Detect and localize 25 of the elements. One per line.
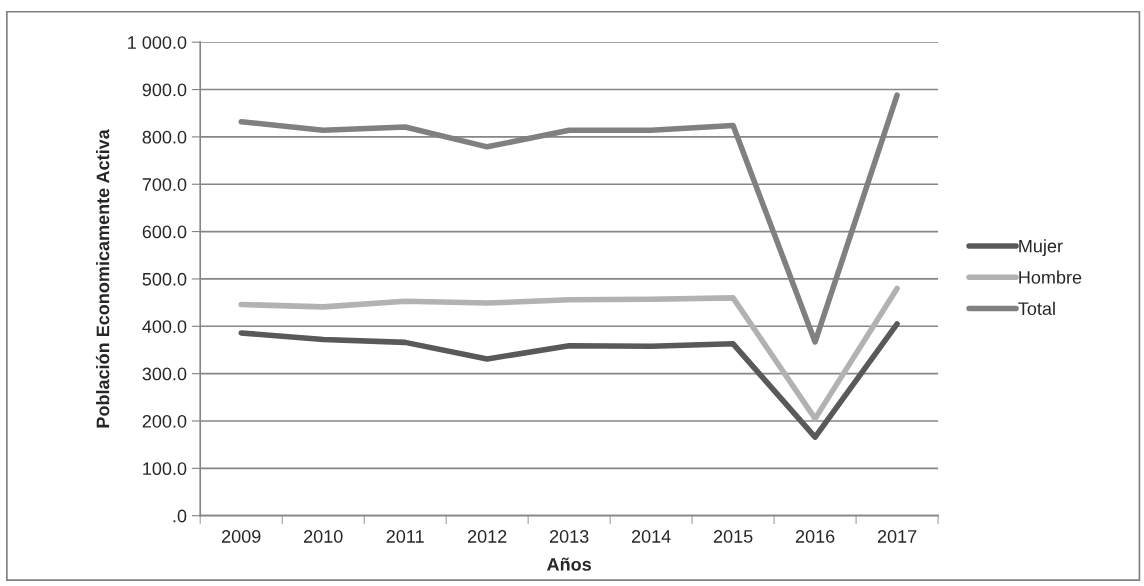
y-tick-label: 400.0 [142, 320, 187, 333]
y-axis-title: Población Economicamente Activa [95, 129, 110, 428]
x-tick-label: 2013 [549, 530, 589, 543]
y-tick-label: 100.0 [143, 462, 187, 476]
x-tick-label: 2009 [222, 530, 261, 543]
x-tick-label: 2017 [877, 530, 917, 543]
y-tick-label: 200.0 [142, 414, 187, 428]
x-tick-label: 2016 [795, 530, 835, 543]
legend-label: Mujer [1019, 239, 1063, 257]
y-tick-label: 700.0 [142, 178, 187, 191]
x-tick-label: 2012 [467, 530, 507, 543]
legend-label: Hombre [1019, 270, 1082, 284]
x-tick-label: 2015 [713, 530, 753, 543]
legend-label: Total [1018, 301, 1055, 316]
y-tick-label: 900.0 [142, 83, 187, 97]
y-tick-label: .0 [173, 509, 187, 523]
y-tick-label: 300.0 [142, 367, 187, 381]
x-axis-title: Años [547, 557, 591, 571]
x-tick-label: 2014 [631, 530, 671, 543]
x-tick-label: 2011 [386, 530, 424, 543]
y-tick-label: 1 000.0 [128, 36, 187, 49]
y-tick-label: 600.0 [142, 225, 187, 239]
y-tick-label: 500.0 [142, 272, 187, 286]
y-tick-label: 800.0 [142, 130, 187, 144]
x-tick-label: 2010 [304, 530, 343, 543]
